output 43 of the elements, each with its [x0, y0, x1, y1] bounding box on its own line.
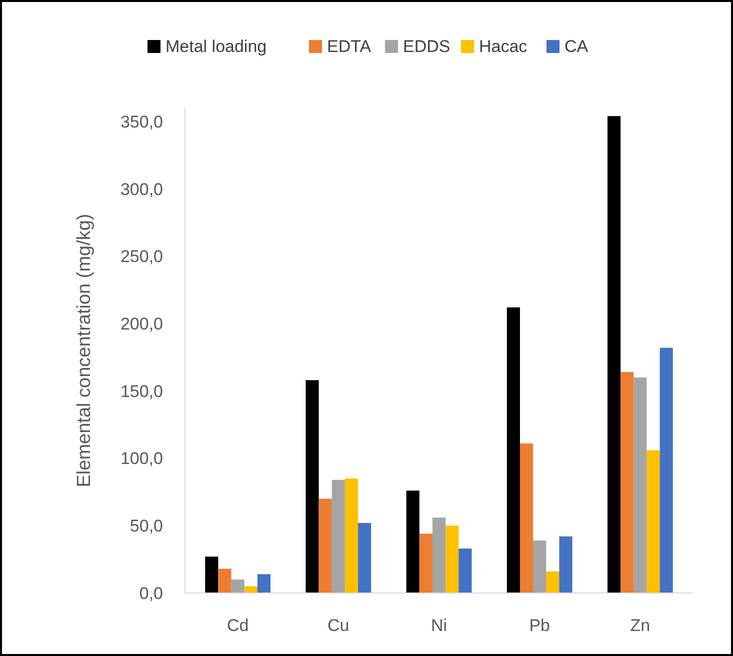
x-tick-label: Cu — [328, 616, 350, 635]
bar — [660, 348, 673, 593]
legend-label: EDDS — [403, 36, 450, 56]
bar — [634, 377, 647, 593]
bar — [231, 580, 244, 593]
bar — [458, 548, 472, 593]
bar — [406, 490, 420, 593]
bar — [257, 574, 271, 593]
y-tick-label: 0,0 — [139, 584, 163, 603]
x-tick-label: Zn — [630, 616, 650, 635]
bar — [446, 526, 459, 593]
y-tick-label: 300,0 — [120, 180, 163, 199]
bar — [419, 534, 432, 593]
bar — [646, 450, 660, 593]
bar — [546, 571, 560, 593]
y-tick-label: 100,0 — [120, 449, 163, 468]
bar — [218, 568, 232, 593]
bar — [318, 498, 332, 593]
bar — [620, 372, 634, 593]
y-tick-label: 50,0 — [130, 516, 163, 536]
y-axis-title: Elemental concentration (mg/kg) — [74, 214, 95, 488]
bar — [432, 518, 446, 593]
x-tick-label: Cd — [226, 616, 249, 635]
legend-label: Metal loading — [166, 36, 267, 56]
bar — [358, 522, 372, 593]
y-tick-label: 350,0 — [120, 112, 163, 132]
y-tick-label: 150,0 — [120, 382, 163, 401]
bar — [533, 540, 546, 593]
bar — [306, 380, 319, 593]
bar — [520, 443, 534, 593]
y-tick-label: 200,0 — [120, 314, 163, 334]
bar — [205, 556, 218, 593]
legend-label: EDTA — [327, 36, 372, 56]
bar — [344, 478, 358, 593]
x-tick-label: Ni — [430, 616, 448, 635]
y-tick-label: 250,0 — [120, 247, 163, 266]
bar — [607, 116, 621, 593]
legend-label: Hacac — [479, 36, 528, 56]
legend-label: CA — [564, 36, 589, 56]
bar — [506, 307, 520, 593]
bar — [559, 536, 572, 593]
x-tick-label: Pb — [529, 616, 550, 635]
bar — [332, 480, 345, 593]
